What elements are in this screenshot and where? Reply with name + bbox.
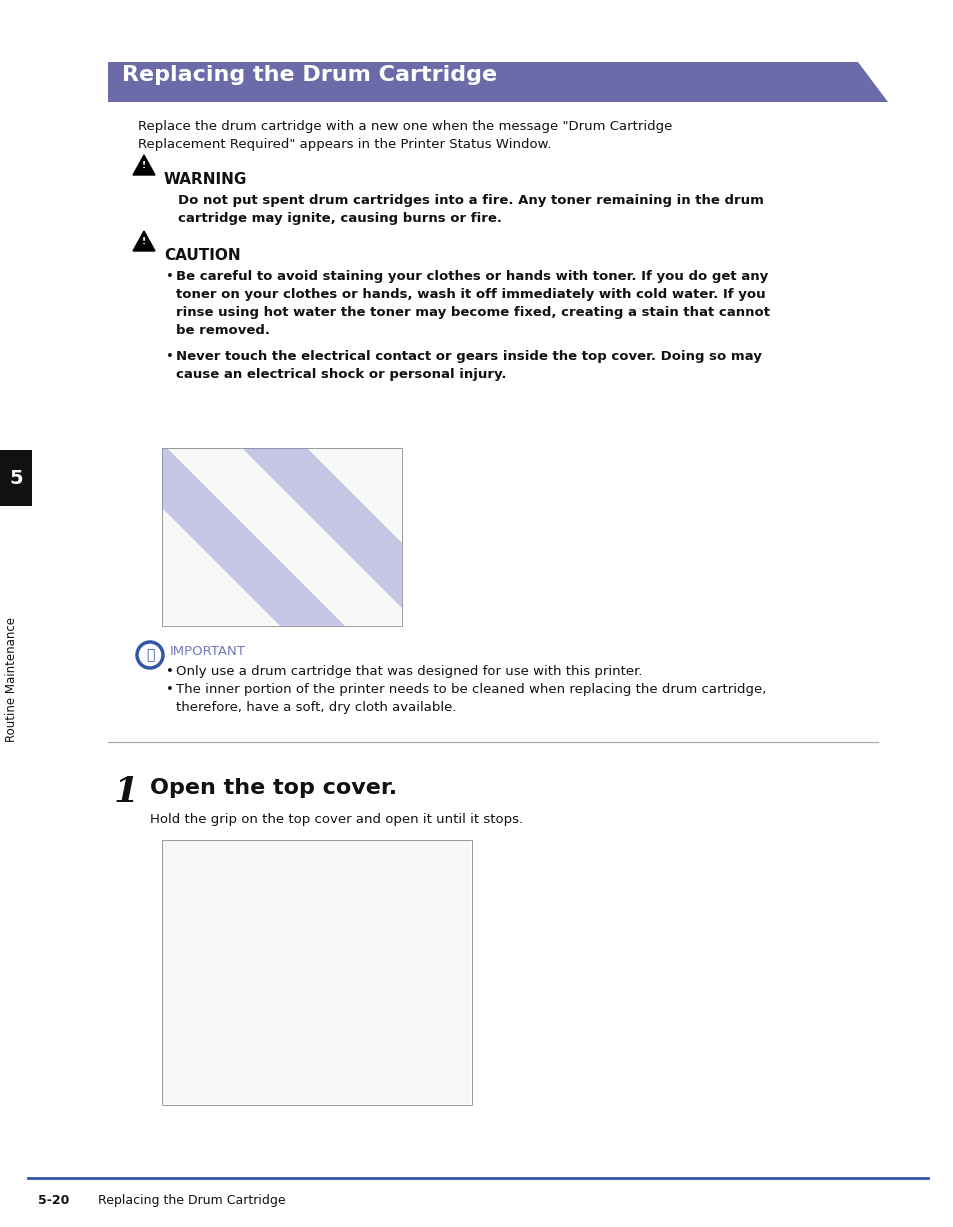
- Text: Do not put spent drum cartridges into a fire. Any toner remaining in the drum
ca: Do not put spent drum cartridges into a …: [178, 194, 763, 225]
- Text: •: •: [166, 350, 173, 363]
- Polygon shape: [102, 448, 345, 626]
- Text: The inner portion of the printer needs to be cleaned when replacing the drum car: The inner portion of the printer needs t…: [175, 683, 765, 714]
- Text: •: •: [166, 270, 173, 283]
- Text: Open the top cover.: Open the top cover.: [150, 778, 396, 798]
- Text: •: •: [166, 683, 173, 696]
- Text: Be careful to avoid staining your clothes or hands with toner. If you do get any: Be careful to avoid staining your clothe…: [175, 270, 769, 337]
- Text: •: •: [166, 665, 173, 679]
- Text: Only use a drum cartridge that was designed for use with this printer.: Only use a drum cartridge that was desig…: [175, 665, 641, 679]
- Text: 5: 5: [10, 469, 23, 487]
- Text: CAUTION: CAUTION: [164, 248, 240, 263]
- Text: !: !: [142, 162, 146, 171]
- Bar: [162, 448, 401, 626]
- Bar: [162, 840, 472, 1106]
- Circle shape: [137, 642, 163, 667]
- Bar: [163, 840, 471, 1104]
- Polygon shape: [108, 63, 887, 102]
- Bar: [0, 450, 32, 506]
- Text: WARNING: WARNING: [164, 172, 247, 187]
- Text: Replacing the Drum Cartridge: Replacing the Drum Cartridge: [122, 65, 497, 85]
- Text: Hold the grip on the top cover and open it until it stops.: Hold the grip on the top cover and open …: [150, 814, 522, 826]
- Polygon shape: [242, 448, 484, 626]
- Text: Replace the drum cartridge with a new one when the message "Drum Cartridge: Replace the drum cartridge with a new on…: [138, 120, 672, 133]
- Text: Never touch the electrical contact or gears inside the top cover. Doing so may
c: Never touch the electrical contact or ge…: [175, 350, 761, 382]
- Text: 1: 1: [113, 775, 139, 809]
- Text: Replacing the Drum Cartridge: Replacing the Drum Cartridge: [98, 1194, 285, 1207]
- Text: Routine Maintenance: Routine Maintenance: [6, 617, 18, 742]
- Text: ✋: ✋: [146, 648, 154, 663]
- Text: !: !: [142, 238, 146, 247]
- Polygon shape: [132, 155, 154, 175]
- Text: Replacement Required" appears in the Printer Status Window.: Replacement Required" appears in the Pri…: [138, 137, 551, 151]
- Text: IMPORTANT: IMPORTANT: [170, 645, 246, 658]
- Polygon shape: [132, 231, 154, 252]
- Bar: [163, 449, 400, 625]
- Text: 5-20: 5-20: [38, 1194, 70, 1207]
